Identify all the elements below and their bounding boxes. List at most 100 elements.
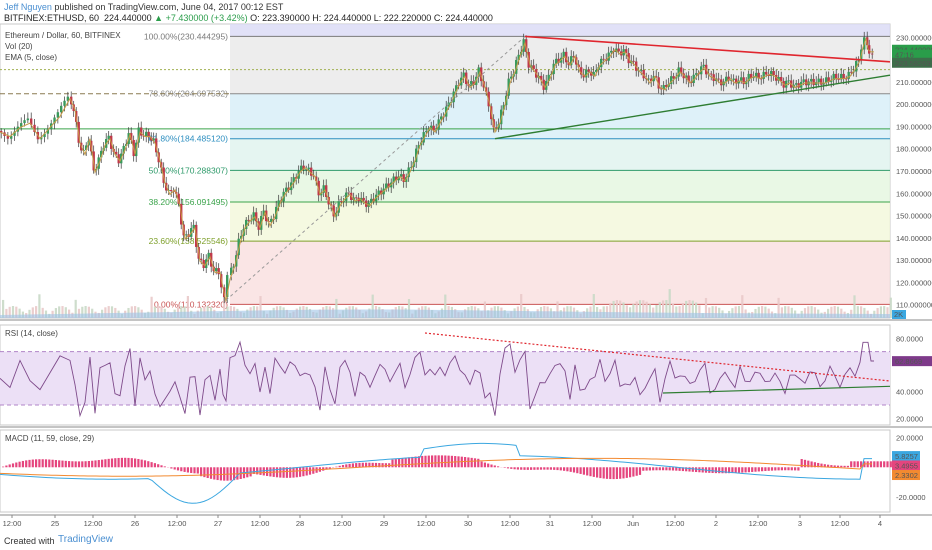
fib-label: 100.00%(230.444295): [144, 31, 228, 41]
candle: [642, 63, 645, 82]
macd-value-label-bg: [892, 451, 920, 462]
candle-body: [772, 71, 775, 75]
price-tick-label: 210.000000: [896, 78, 932, 87]
macd-bar: [711, 467, 714, 474]
volume-bar: [15, 306, 18, 318]
candle: [392, 173, 395, 189]
macd-bar: [625, 467, 628, 478]
macd-bar: [820, 463, 823, 468]
volume-bar: [813, 307, 816, 318]
rsi-pane-title: RSI (14, close): [5, 329, 58, 338]
candle-body: [362, 197, 365, 201]
macd-bar: [576, 467, 579, 474]
macd-bar: [770, 467, 774, 471]
candle: [226, 271, 229, 304]
candle-body: [737, 80, 740, 84]
candle: [780, 71, 783, 86]
macd-bar: [266, 467, 269, 476]
candle-body: [415, 148, 418, 163]
macd-bar: [190, 467, 193, 473]
volume-bar: [134, 306, 137, 318]
volume-bar: [91, 308, 94, 318]
macd-bar: [638, 467, 642, 475]
volume-bar: [863, 307, 866, 318]
candle-body: [262, 210, 265, 216]
macd-bar: [724, 467, 727, 474]
macd-bar: [153, 463, 156, 468]
candle-body: [330, 204, 333, 206]
macd-bar: [572, 467, 576, 473]
created-with-text: Created with: [4, 536, 55, 546]
macd-bar: [295, 467, 298, 478]
candle: [572, 51, 575, 63]
price-tick-label: 190.000000: [896, 122, 932, 131]
macd-bar: [615, 467, 618, 480]
volume-bar: [58, 306, 61, 318]
candle: [370, 193, 373, 209]
price-pane-title: Ethereum / Dollar, 60, BITFINEX: [5, 31, 121, 40]
candle-body: [30, 118, 33, 125]
macd-bar: [374, 462, 378, 468]
candle-body: [642, 69, 645, 79]
rsi-tick-label: 20.0000: [896, 414, 923, 423]
volume-bar: [150, 296, 153, 318]
candle: [670, 71, 673, 89]
macd-bar: [662, 467, 665, 471]
volume-bar: [879, 306, 882, 318]
macd-bar: [790, 467, 793, 471]
candle-body: [547, 74, 550, 81]
macd-bar: [371, 462, 374, 468]
volume-bar: [681, 303, 684, 318]
macd-bar: [586, 467, 589, 476]
macd-bar: [328, 467, 331, 469]
candle-body: [770, 71, 773, 76]
candle-body: [142, 135, 145, 137]
macd-bar: [256, 467, 259, 475]
candle-body: [845, 78, 848, 80]
macd-bar: [81, 461, 84, 468]
macd-value-label: 5.8257: [895, 452, 918, 461]
author-link[interactable]: Jeff Nguyen: [4, 2, 52, 12]
candle-body: [302, 165, 305, 170]
candle-body: [655, 76, 658, 78]
macd-bar: [15, 462, 18, 468]
candle-body: [557, 58, 560, 63]
candle-body: [727, 76, 730, 81]
candle: [602, 54, 605, 65]
candle-body: [592, 71, 595, 76]
candle: [842, 69, 845, 85]
macd-bar: [289, 467, 292, 478]
ema-price-label-bg: [892, 57, 932, 68]
candle-body: [866, 37, 869, 46]
candle-body: [130, 133, 133, 141]
candle: [305, 165, 308, 176]
candle: [737, 75, 740, 89]
time-tick-label: 12:00: [666, 519, 685, 528]
rsi-support-trendline: [662, 385, 891, 394]
macd-bar: [737, 467, 741, 473]
macd-bar: [417, 456, 420, 468]
volume-bar: [64, 307, 67, 318]
macd-bar: [110, 458, 114, 468]
candle-body: [33, 124, 36, 132]
candle-body: [525, 39, 528, 52]
candle-body: [572, 56, 575, 58]
tradingview-logo[interactable]: TradingView: [58, 534, 114, 545]
time-tick-label: 12:00: [583, 519, 602, 528]
candle-body: [6, 135, 10, 139]
time-tick-label: 12:00: [749, 519, 768, 528]
candle: [680, 61, 683, 77]
candle: [285, 182, 288, 197]
macd-bar: [731, 467, 734, 474]
candle: [107, 130, 110, 145]
macd-bar: [114, 458, 117, 468]
chart-canvas[interactable]: 100.00%(230.444295)78.60%(204.697532)61.…: [0, 0, 932, 532]
macd-bar: [497, 466, 500, 468]
volume-bar: [31, 307, 34, 318]
macd-bar: [800, 459, 803, 468]
candle-body: [680, 67, 683, 74]
macd-bar: [5, 465, 8, 468]
candle: [400, 168, 403, 181]
candle-body: [240, 235, 243, 239]
candle: [835, 69, 838, 85]
